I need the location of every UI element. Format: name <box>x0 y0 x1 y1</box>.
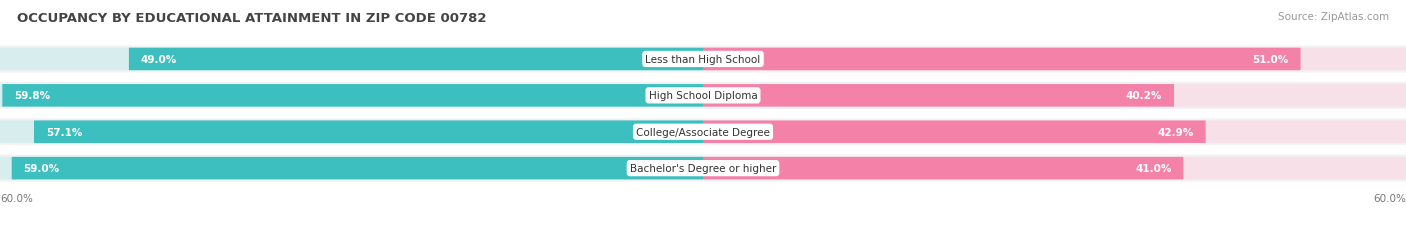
FancyBboxPatch shape <box>703 121 1406 143</box>
FancyBboxPatch shape <box>0 46 1406 73</box>
FancyBboxPatch shape <box>0 119 1406 146</box>
FancyBboxPatch shape <box>3 85 703 107</box>
FancyBboxPatch shape <box>703 85 1406 107</box>
FancyBboxPatch shape <box>703 49 1301 71</box>
Text: Source: ZipAtlas.com: Source: ZipAtlas.com <box>1278 12 1389 21</box>
Text: 57.1%: 57.1% <box>45 127 82 137</box>
FancyBboxPatch shape <box>0 157 703 180</box>
FancyBboxPatch shape <box>11 157 703 180</box>
Text: 51.0%: 51.0% <box>1253 55 1289 65</box>
Text: 49.0%: 49.0% <box>141 55 177 65</box>
FancyBboxPatch shape <box>703 157 1406 180</box>
FancyBboxPatch shape <box>703 85 1174 107</box>
FancyBboxPatch shape <box>0 49 703 71</box>
Text: 59.0%: 59.0% <box>24 163 59 173</box>
Text: OCCUPANCY BY EDUCATIONAL ATTAINMENT IN ZIP CODE 00782: OCCUPANCY BY EDUCATIONAL ATTAINMENT IN Z… <box>17 12 486 24</box>
FancyBboxPatch shape <box>34 121 703 143</box>
FancyBboxPatch shape <box>703 121 1206 143</box>
Text: 60.0%: 60.0% <box>1374 193 1406 203</box>
Text: Bachelor's Degree or higher: Bachelor's Degree or higher <box>630 163 776 173</box>
FancyBboxPatch shape <box>0 82 1406 109</box>
Text: Less than High School: Less than High School <box>645 55 761 65</box>
FancyBboxPatch shape <box>703 157 1184 180</box>
FancyBboxPatch shape <box>0 121 703 143</box>
Text: 60.0%: 60.0% <box>0 193 32 203</box>
Text: 42.9%: 42.9% <box>1157 127 1194 137</box>
Text: 40.2%: 40.2% <box>1126 91 1163 101</box>
FancyBboxPatch shape <box>0 155 1406 182</box>
Text: 41.0%: 41.0% <box>1135 163 1171 173</box>
FancyBboxPatch shape <box>703 49 1406 71</box>
Text: High School Diploma: High School Diploma <box>648 91 758 101</box>
FancyBboxPatch shape <box>0 85 703 107</box>
Text: College/Associate Degree: College/Associate Degree <box>636 127 770 137</box>
Text: 59.8%: 59.8% <box>14 91 51 101</box>
FancyBboxPatch shape <box>129 49 703 71</box>
